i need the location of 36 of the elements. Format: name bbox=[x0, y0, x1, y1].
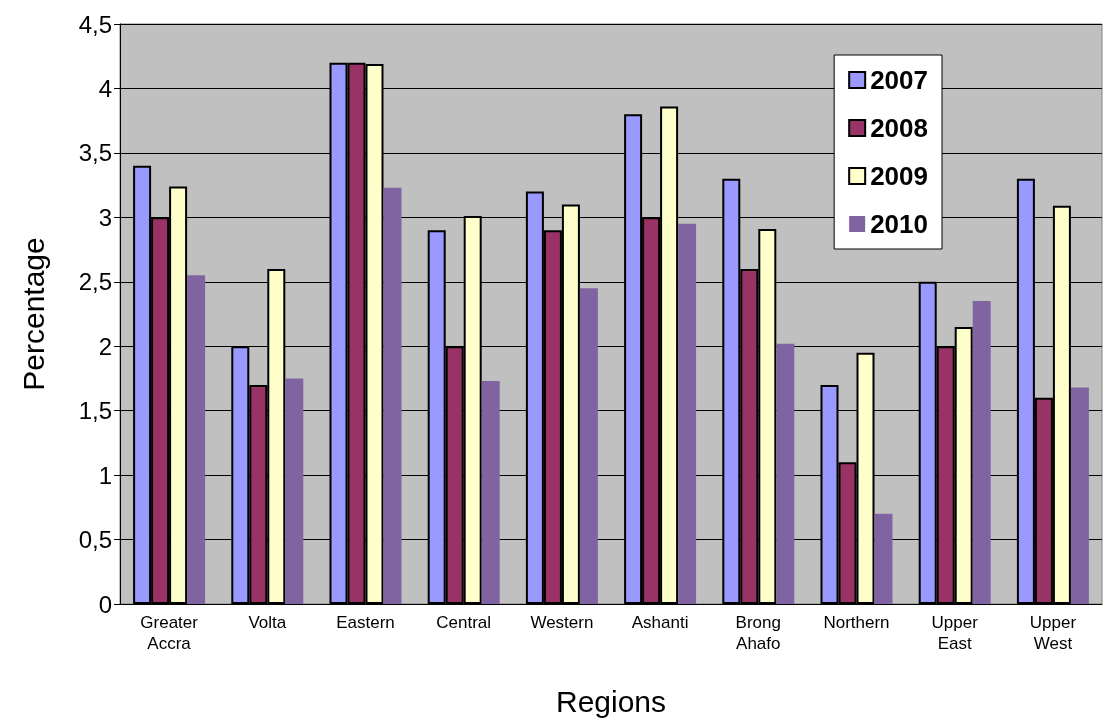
x-tick-label: Northern bbox=[823, 613, 890, 632]
y-tick-label: 0 bbox=[98, 590, 112, 618]
x-tick-label: Brong Ahafo bbox=[735, 613, 781, 653]
bar bbox=[1070, 387, 1089, 604]
y-tick-label: 2,5 bbox=[78, 268, 112, 296]
bar bbox=[481, 381, 500, 604]
y-tick-label: 0,5 bbox=[78, 526, 112, 554]
x-tick-label: Volta bbox=[248, 613, 287, 632]
x-tick-label: Eastern bbox=[336, 613, 395, 632]
y-tick-label: 3,5 bbox=[78, 139, 112, 167]
bar bbox=[187, 275, 206, 604]
legend-label: 2010 bbox=[870, 209, 928, 239]
x-tick-label: Central bbox=[436, 613, 492, 632]
x-tick-label: Upper West bbox=[1029, 613, 1077, 653]
y-tick-label: 4,5 bbox=[78, 10, 112, 38]
y-tick-label: 1 bbox=[98, 461, 112, 489]
x-tick-label: Greater Accra bbox=[140, 613, 199, 653]
legend-label: 2008 bbox=[870, 113, 928, 143]
x-tick-label: Upper East bbox=[931, 613, 979, 653]
y-tick-label: 4 bbox=[98, 74, 112, 102]
y-tick-label: 3 bbox=[98, 203, 112, 231]
y-tick-label: 2 bbox=[98, 332, 112, 360]
bar bbox=[874, 513, 893, 604]
x-tick-label: Western bbox=[530, 613, 594, 632]
bar bbox=[285, 378, 304, 604]
bar bbox=[579, 288, 598, 604]
bar bbox=[678, 223, 697, 604]
y-axis-title: Percentage bbox=[16, 237, 50, 391]
legend-label: 2009 bbox=[870, 161, 928, 191]
x-axis-title: Regions bbox=[555, 684, 667, 718]
bar bbox=[383, 187, 402, 604]
x-tick-label: Ashanti bbox=[631, 613, 689, 632]
legend-label: 2007 bbox=[870, 65, 928, 95]
bar bbox=[776, 343, 795, 604]
y-tick-label: 1,5 bbox=[78, 397, 112, 425]
bar bbox=[972, 301, 991, 604]
